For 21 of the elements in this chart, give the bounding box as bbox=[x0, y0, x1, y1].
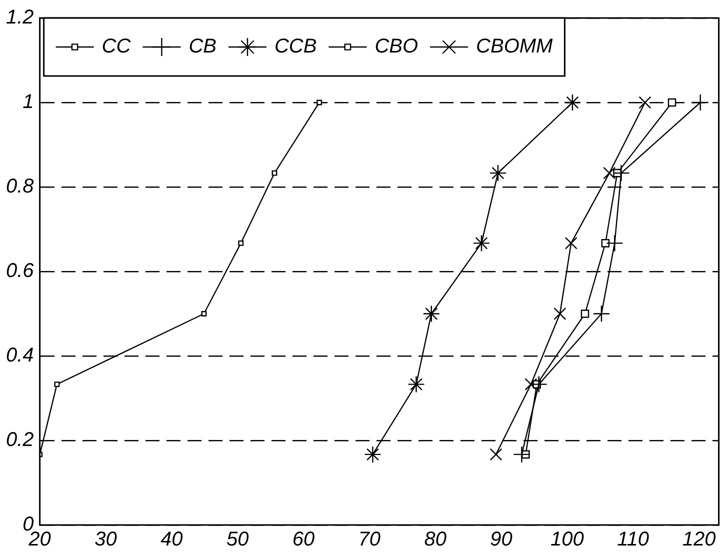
y-tick-label: 1.2 bbox=[6, 6, 34, 29]
x-tick-label: 100 bbox=[550, 528, 584, 551]
x-tick-label: 90 bbox=[490, 528, 512, 551]
x-tick-label: 50 bbox=[226, 528, 249, 551]
x-tick-label: 80 bbox=[424, 528, 446, 551]
x-tick-label: 120 bbox=[682, 528, 716, 551]
y-tick-label: 0.2 bbox=[6, 429, 34, 452]
legend-label: CBOMM bbox=[476, 36, 554, 58]
y-tick-label: 0.8 bbox=[6, 176, 34, 198]
legend-label: CB bbox=[188, 36, 216, 58]
y-tick-label: 0.4 bbox=[6, 344, 34, 367]
x-tick-label: 70 bbox=[358, 528, 381, 551]
x-tick-label: 60 bbox=[292, 528, 315, 551]
x-tick-label: 40 bbox=[160, 528, 183, 551]
y-tick-label: 0.6 bbox=[6, 260, 35, 282]
y-tick-label: 1 bbox=[22, 91, 34, 114]
x-tick-label: 30 bbox=[94, 528, 117, 551]
legend-label: CBO bbox=[374, 36, 418, 58]
legend-label: CC bbox=[102, 36, 132, 58]
x-tick-label: 110 bbox=[617, 528, 650, 551]
legend-label: CCB bbox=[274, 36, 317, 58]
